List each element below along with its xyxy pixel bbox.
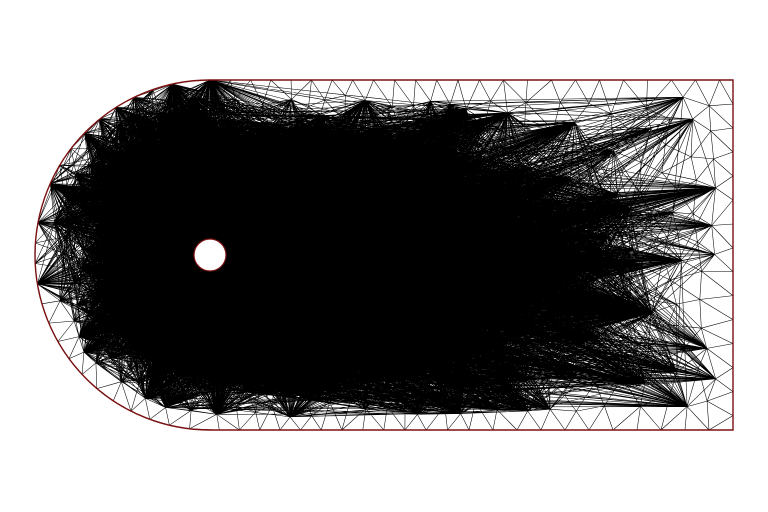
mesh-edges bbox=[34, 79, 734, 431]
cylinder-boundary bbox=[193, 238, 227, 272]
outer-boundary bbox=[34, 79, 734, 431]
triangle-edges bbox=[34, 79, 734, 431]
